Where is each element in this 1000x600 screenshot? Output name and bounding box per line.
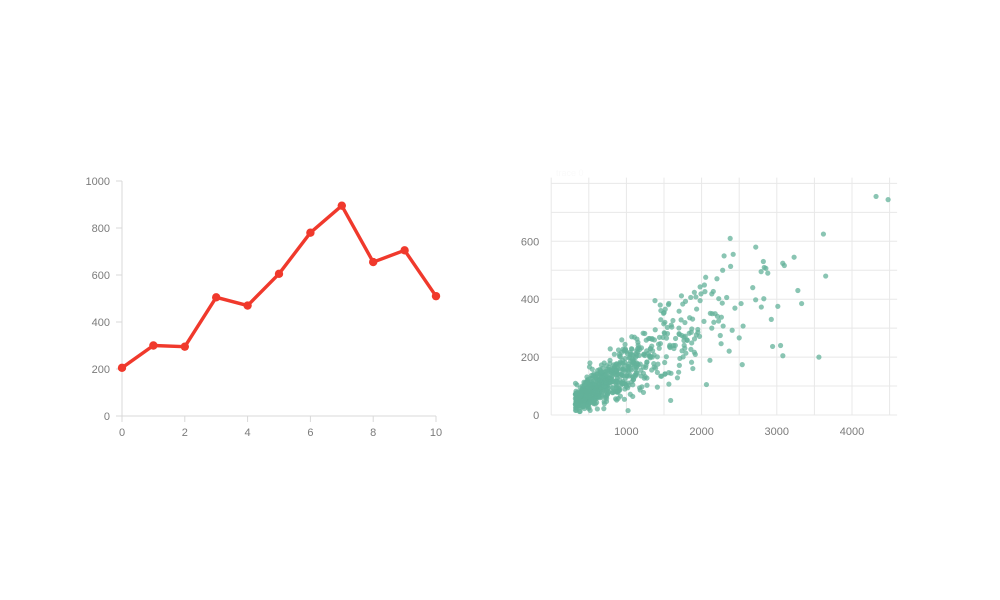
svg-text:10: 10 xyxy=(430,427,442,439)
svg-text:4: 4 xyxy=(245,427,251,439)
svg-text:3000: 3000 xyxy=(765,426,789,438)
svg-text:200: 200 xyxy=(92,364,110,376)
svg-text:600: 600 xyxy=(521,236,539,248)
svg-text:400: 400 xyxy=(92,317,110,329)
svg-text:200: 200 xyxy=(521,352,539,364)
svg-text:4000: 4000 xyxy=(840,426,864,438)
svg-text:0: 0 xyxy=(119,427,125,439)
svg-text:800: 800 xyxy=(92,223,110,235)
svg-text:2000: 2000 xyxy=(689,426,713,438)
svg-text:1000: 1000 xyxy=(614,426,638,438)
svg-text:trace 0: trace 0 xyxy=(556,168,584,178)
svg-text:6: 6 xyxy=(307,427,313,439)
svg-text:1000: 1000 xyxy=(86,176,110,188)
svg-text:0: 0 xyxy=(104,411,110,423)
svg-text:400: 400 xyxy=(521,294,539,306)
svg-text:8: 8 xyxy=(370,427,376,439)
svg-text:2: 2 xyxy=(182,427,188,439)
svg-text:0: 0 xyxy=(533,410,539,422)
svg-text:600: 600 xyxy=(92,270,110,282)
